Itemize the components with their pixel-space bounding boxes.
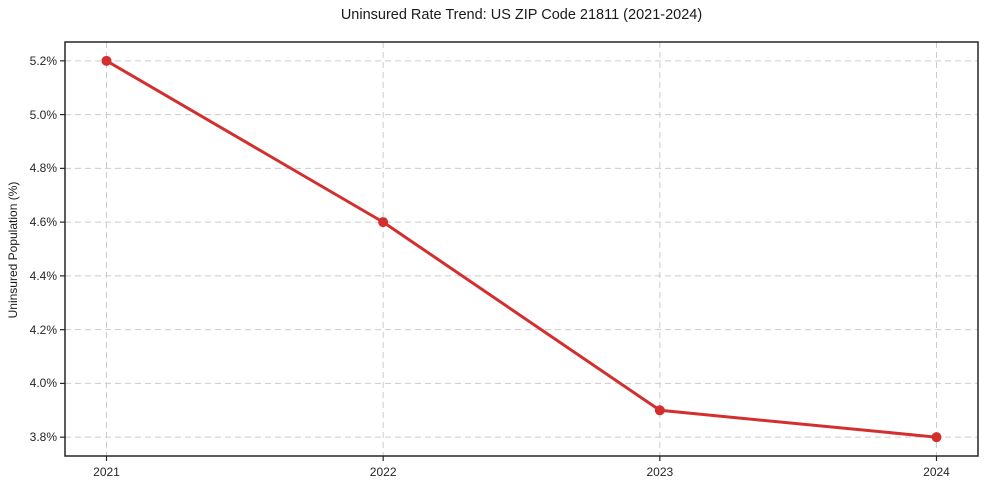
x-tick-label-2024: 2024 (923, 465, 950, 479)
data-point-2021 (101, 55, 112, 66)
x-tick-label-2023: 2023 (646, 465, 674, 479)
y-tick-label-4-8: 4.8% (29, 161, 57, 176)
plot-frame (64, 41, 979, 457)
x-tick-label-2021: 2021 (93, 465, 120, 479)
trend-line (105, 59, 938, 439)
y-tick-label-5-0: 5.0% (29, 107, 57, 122)
y-axis-label: Uninsured Population (%) (6, 181, 20, 319)
y-tick-label-4-2: 4.2% (29, 322, 57, 337)
y-tick-label-4-0: 4.0% (29, 376, 57, 391)
y-tick-label-4-4: 4.4% (29, 268, 57, 283)
chart-title: Uninsured Rate Trend: US ZIP Code 21811 … (340, 7, 703, 23)
y-tick-label-3-8: 3.8% (29, 430, 57, 445)
data-point-2022 (378, 217, 389, 228)
data-point-2023 (654, 405, 665, 416)
data-point-2024 (931, 432, 942, 443)
y-tick-label-4-6: 4.6% (29, 215, 57, 230)
y-tick-label-5-2: 5.2% (29, 53, 57, 68)
x-tick-label-2022: 2022 (369, 465, 397, 479)
